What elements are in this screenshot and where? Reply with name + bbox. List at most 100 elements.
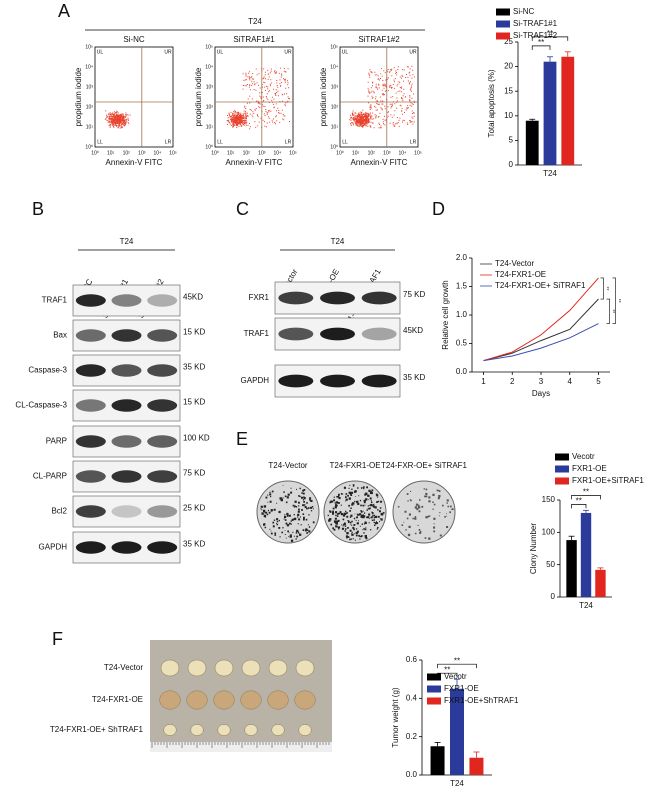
blot-band xyxy=(320,327,355,341)
bar xyxy=(469,757,484,775)
error-bar xyxy=(583,509,589,513)
significance-bracket xyxy=(531,36,569,41)
y-axis-label: propidium iodide xyxy=(319,67,328,126)
size-label: 75 KD xyxy=(183,469,205,478)
x-tick-label: 10⁵ xyxy=(289,150,297,156)
quadrant-label: LR xyxy=(410,139,417,145)
y-tick-label: 20 xyxy=(504,62,513,71)
blot-band xyxy=(278,374,314,388)
panel-letter: C xyxy=(236,199,249,219)
legend-label: T24-FXR1-OE xyxy=(495,270,546,279)
y-tick-label: 10¹ xyxy=(331,124,339,130)
y-tick-label: 10⁴ xyxy=(85,64,93,70)
plot-title: Si-NC xyxy=(123,35,145,44)
bar xyxy=(561,56,575,166)
blot-band xyxy=(147,505,178,518)
x-tick-label: 10³ xyxy=(383,150,391,156)
tumor xyxy=(241,659,261,677)
error-bar xyxy=(568,535,575,541)
error-bar xyxy=(473,751,480,758)
legend-label: Vecotr xyxy=(572,452,595,461)
x-tick-label: T24 xyxy=(579,601,593,610)
x-tick-label: 4 xyxy=(568,377,573,386)
legend-swatch xyxy=(496,8,510,16)
error-bar xyxy=(529,118,536,121)
legend-swatch xyxy=(427,685,441,693)
y-axis-label: Clony Number xyxy=(529,523,538,574)
panel-letter: B xyxy=(32,199,44,219)
blot-band xyxy=(111,435,142,448)
significance-label: ** xyxy=(583,487,589,496)
y-tick-label: 10³ xyxy=(331,84,339,90)
x-tick-label: 10³ xyxy=(258,150,266,156)
legend-swatch xyxy=(555,477,569,485)
x-tick-label: 10⁰ xyxy=(91,150,99,156)
error-bar xyxy=(597,567,604,570)
tumor-row-label: T24-FXR1-OE xyxy=(92,695,143,704)
plate-label: T24-FXR-OE+ SiTRAF1 xyxy=(381,461,468,470)
tumor xyxy=(159,690,181,710)
legend-label: T24-FXR1-OE+ SiTRAF1 xyxy=(495,281,586,290)
y-tick-label: 15 xyxy=(504,86,513,95)
blot-band xyxy=(75,470,106,483)
blot-band xyxy=(147,399,178,412)
error-bar xyxy=(454,678,460,689)
x-tick-label: 10⁵ xyxy=(414,150,422,156)
y-tick-label: 2.0 xyxy=(456,253,468,262)
blot-band xyxy=(147,470,178,483)
row-label: TRAF1 xyxy=(42,296,68,305)
size-label: 15 KD xyxy=(183,328,205,337)
quadrant-label: LL xyxy=(342,139,348,145)
ruler xyxy=(150,742,332,752)
significance-label: ** xyxy=(576,496,582,505)
plate-label: T24-FXR1-OE xyxy=(329,461,380,470)
tumor xyxy=(294,690,316,710)
y-tick-label: 10⁰ xyxy=(330,144,338,150)
legend-label: Si-TRAF1#1 xyxy=(513,19,558,28)
legend-label: Vecotr xyxy=(444,672,467,681)
quadrant-label: UR xyxy=(409,49,417,55)
significance-label: ** xyxy=(538,38,544,47)
significance-bracket xyxy=(612,277,616,324)
tumor xyxy=(187,659,207,677)
bar xyxy=(543,61,557,165)
quadrant-label: UR xyxy=(284,49,292,55)
series-line xyxy=(483,277,599,362)
row-label: PARP xyxy=(46,437,67,446)
y-axis-label: Relative cell growth xyxy=(441,280,450,349)
quadrant-label: UL xyxy=(97,49,104,55)
x-tick-label: 10⁰ xyxy=(211,150,219,156)
significance-label: ** xyxy=(609,309,615,313)
blot-band xyxy=(320,291,355,305)
y-tick-label: 10⁵ xyxy=(205,44,213,50)
x-axis-label: Annexin-V FITC xyxy=(351,158,408,167)
legend-label: FXR1-OE xyxy=(444,684,479,693)
tumor xyxy=(190,724,204,736)
quadrant-label: LL xyxy=(217,139,223,145)
y-tick-label: 0 xyxy=(509,160,514,169)
blot-band xyxy=(111,541,142,554)
row-label: FXR1 xyxy=(249,293,270,302)
tumor xyxy=(163,724,177,736)
blot-band xyxy=(75,364,106,377)
tumor xyxy=(240,690,262,710)
event-dots xyxy=(349,65,416,129)
plate xyxy=(392,480,456,544)
panel-letter: D xyxy=(432,199,445,219)
legend-swatch xyxy=(496,20,510,28)
y-tick-label: 10⁰ xyxy=(205,144,213,150)
x-axis-label: Annexin-V FITC xyxy=(106,158,163,167)
blot-band xyxy=(75,399,106,412)
row-label: Bax xyxy=(53,331,67,340)
y-axis-label: Tumor weight (g) xyxy=(391,687,400,748)
y-tick-label: 10⁴ xyxy=(330,64,338,70)
y-tick-label: 0.0 xyxy=(456,367,468,376)
tumor xyxy=(217,724,231,736)
x-tick-label: 2 xyxy=(510,377,515,386)
x-tick-label: 10¹ xyxy=(107,150,115,156)
plate-label: T24-Vector xyxy=(268,461,307,470)
x-tick-label: 1 xyxy=(481,377,486,386)
size-label: 100 KD xyxy=(183,434,210,443)
event-dots xyxy=(104,110,131,129)
